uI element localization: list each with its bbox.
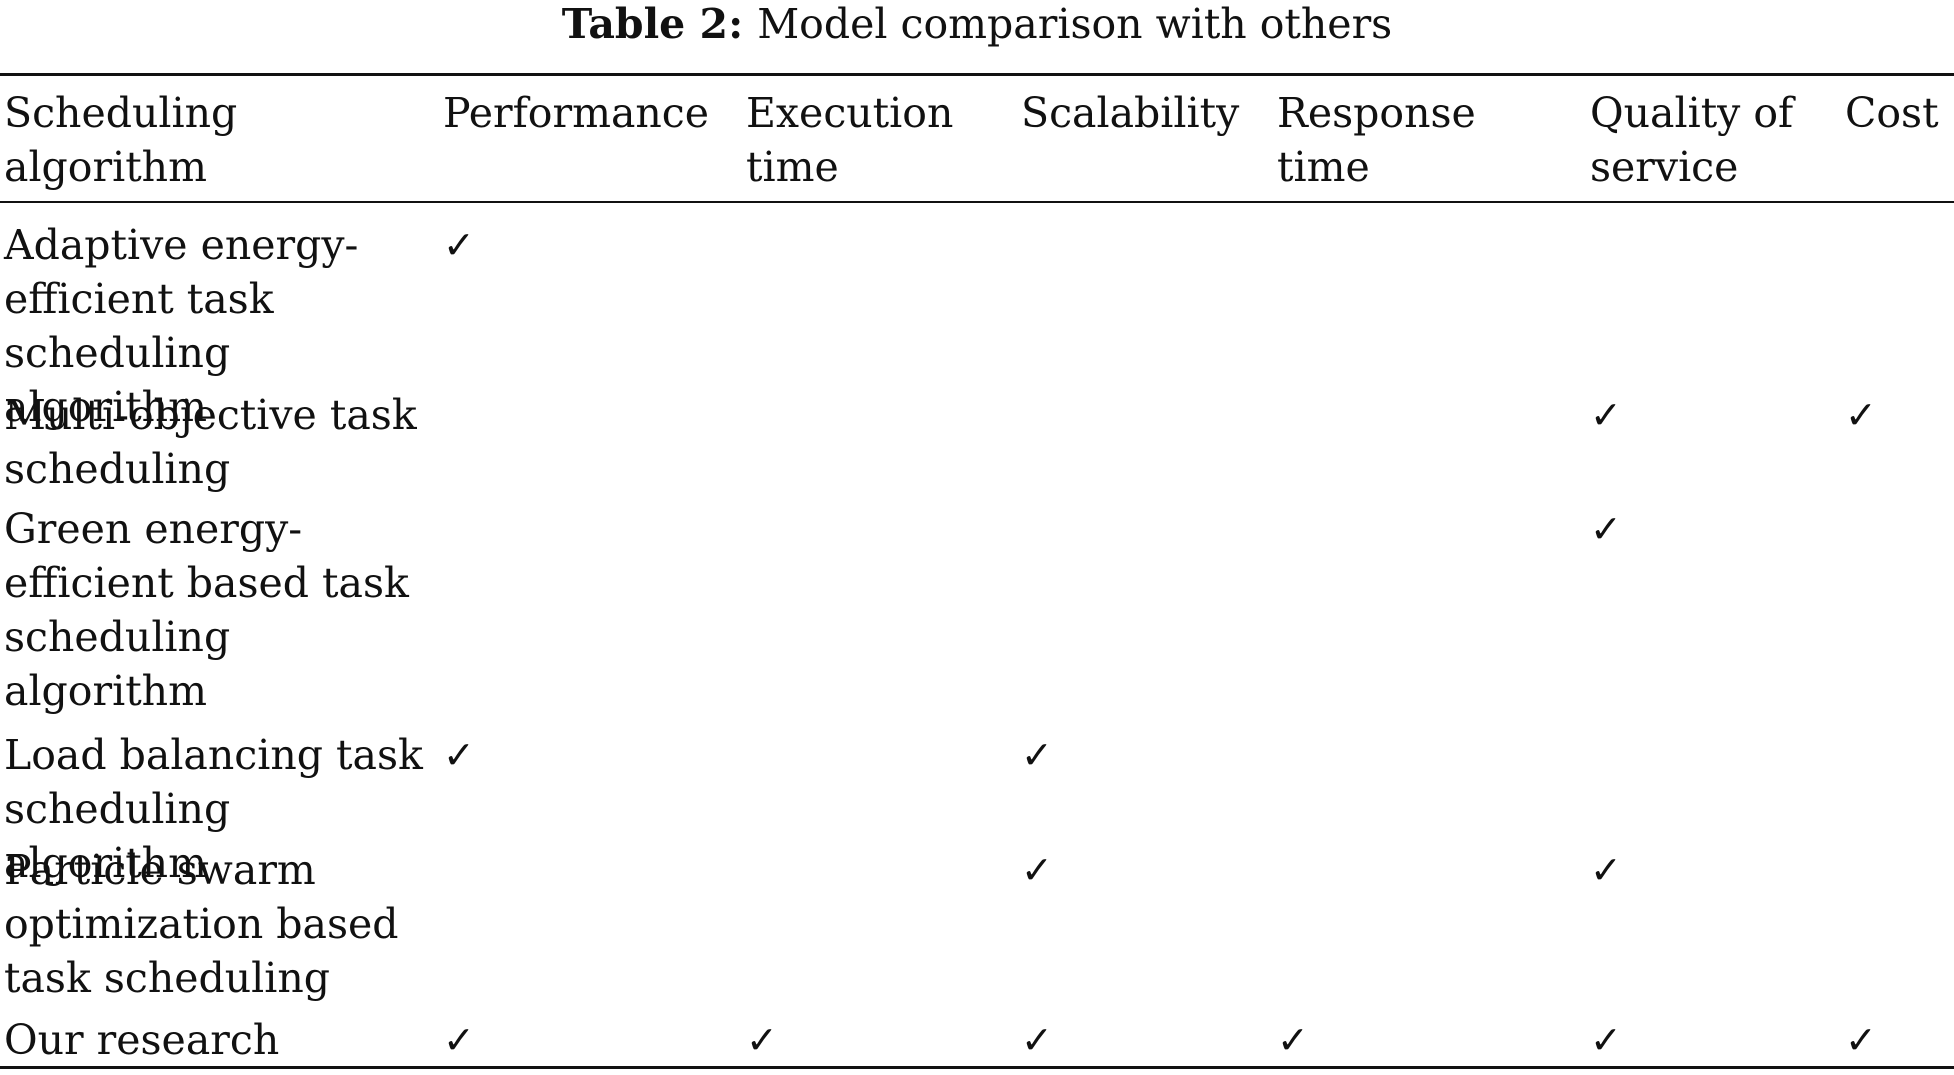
header-execution-time: Execution time [746, 89, 954, 191]
row-4-algorithm-name: Particle swarm optimization based task s… [4, 846, 399, 1002]
table-header-rule [0, 201, 1954, 203]
row-1-algorithm-name: Multi-objective task scheduling [4, 391, 417, 493]
header-performance: Performance [443, 89, 710, 137]
header-quality-of-service: Quality of service [1590, 89, 1794, 191]
header-scheduling-algorithm: Scheduling algorithm [4, 89, 238, 191]
checkmark-icon: ✓ [1021, 733, 1053, 777]
checkmark-icon: ✓ [1590, 507, 1622, 551]
checkmark-icon: ✓ [443, 733, 475, 777]
checkmark-icon: ✓ [443, 1018, 475, 1062]
table-caption-text: Model comparison with others [757, 0, 1393, 48]
checkmark-icon: ✓ [1590, 393, 1622, 437]
table-caption-label: Table 2: [561, 0, 744, 48]
table-caption: Table 2: Model comparison with others [0, 0, 1954, 48]
row-2-algorithm-name: Green energy-efficient based task schedu… [4, 505, 409, 715]
header-cost: Cost [1845, 89, 1939, 137]
row-5-algorithm-name: Our research [4, 1016, 280, 1064]
table-bottom-rule [0, 1066, 1954, 1069]
row-3-algorithm-name: Load balancing task scheduling algorithm [4, 731, 423, 887]
checkmark-icon: ✓ [1590, 848, 1622, 892]
checkmark-icon: ✓ [1845, 393, 1877, 437]
checkmark-icon: ✓ [746, 1018, 778, 1062]
table-top-rule [0, 73, 1954, 76]
checkmark-icon: ✓ [1021, 848, 1053, 892]
row-0-algorithm-name: Adaptive energy-efficient task schedulin… [4, 221, 359, 431]
checkmark-icon: ✓ [1277, 1018, 1309, 1062]
checkmark-icon: ✓ [443, 223, 475, 267]
checkmark-icon: ✓ [1021, 1018, 1053, 1062]
header-scalability: Scalability [1021, 89, 1240, 137]
checkmark-icon: ✓ [1590, 1018, 1622, 1062]
checkmark-icon: ✓ [1845, 1018, 1877, 1062]
header-response-time: Response time [1277, 89, 1476, 191]
